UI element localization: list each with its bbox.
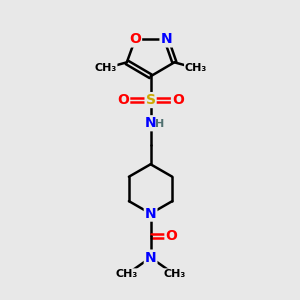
Text: O: O — [129, 32, 141, 46]
Text: O: O — [117, 93, 129, 107]
Text: O: O — [172, 93, 184, 107]
Text: CH₃: CH₃ — [94, 63, 116, 73]
Text: N: N — [145, 250, 156, 265]
Text: N: N — [145, 207, 156, 220]
Text: CH₃: CH₃ — [185, 63, 207, 73]
Text: O: O — [166, 229, 177, 243]
Text: S: S — [146, 93, 156, 107]
Text: CH₃: CH₃ — [116, 269, 138, 279]
Text: CH₃: CH₃ — [163, 269, 185, 279]
Text: N: N — [145, 116, 156, 130]
Text: N: N — [160, 32, 172, 46]
Text: H: H — [155, 119, 165, 129]
